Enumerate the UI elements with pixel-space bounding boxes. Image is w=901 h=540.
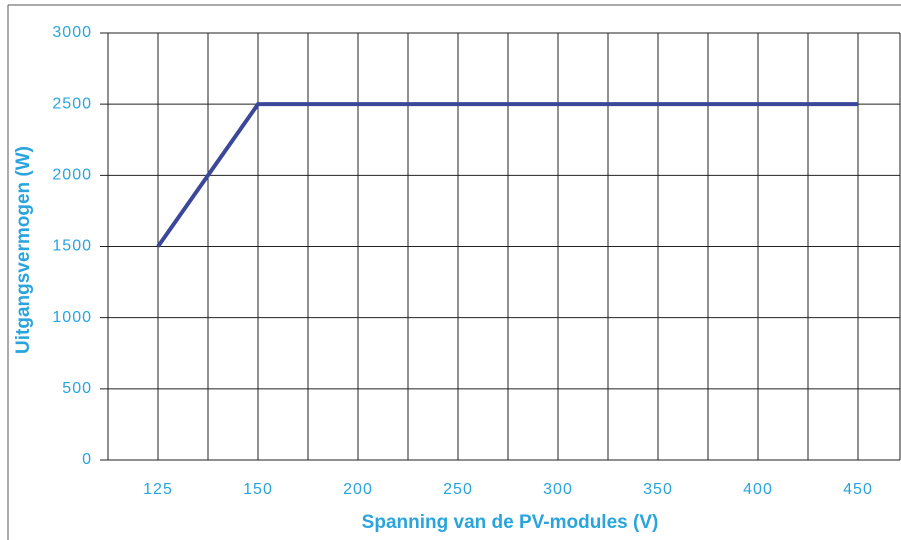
y-tick-label: 2500: [52, 95, 92, 112]
y-tick-label: 1000: [52, 309, 92, 326]
y-tick-label: 1500: [52, 238, 92, 255]
x-tick-label: 125: [143, 481, 173, 498]
x-tick-label: 300: [543, 481, 573, 498]
y-tick-label: 500: [62, 380, 92, 397]
x-tick-label: 250: [443, 481, 473, 498]
y-axis-label: Uitgangsvermogen (W): [13, 146, 34, 354]
x-tick-label: 450: [843, 481, 873, 498]
x-tick-label: 150: [243, 481, 273, 498]
x-tick-label: 400: [743, 481, 773, 498]
y-tick-label: 0: [82, 451, 92, 468]
data-line: [156, 102, 858, 248]
x-axis-label: Spanning van de PV-modules (V): [362, 512, 659, 533]
x-tick-label: 200: [343, 481, 373, 498]
x-tick-label: 350: [643, 481, 673, 498]
y-tick-label: 3000: [52, 24, 92, 41]
y-tick-label: 2000: [52, 167, 92, 184]
